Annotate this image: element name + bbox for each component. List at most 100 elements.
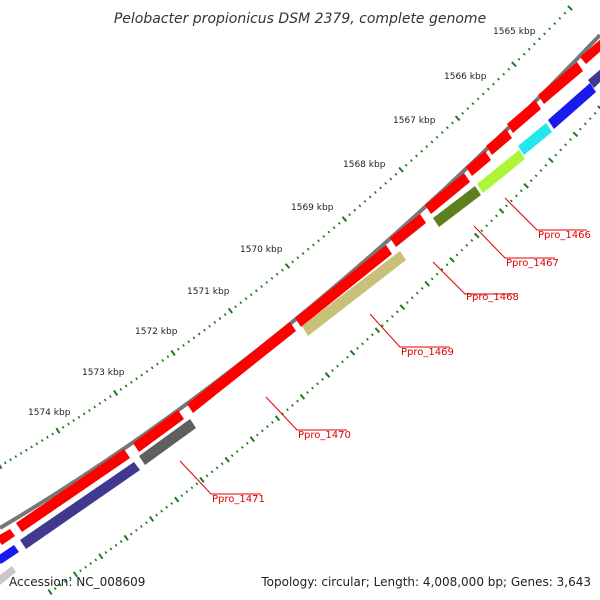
outer-ruler-tick (218, 317, 222, 320)
inner-ruler-tick (79, 569, 82, 573)
inner-ruler-tick (529, 179, 533, 183)
outer-ruler-tick (77, 415, 81, 419)
inner-ruler-tick (72, 571, 79, 578)
inner-ruler-tick (539, 169, 543, 172)
leader-ppro-1471 (179, 460, 261, 495)
gene-label-ppro-1467[interactable]: Ppro_1467 (506, 258, 559, 269)
outer-ruler-tick (284, 263, 291, 269)
inner-ruler-tick (109, 547, 113, 551)
outer-ruler-tick (0, 463, 3, 470)
inner-ruler-tick (249, 436, 255, 443)
cds-ppro-1468 (295, 245, 392, 327)
inner-ruler-tick (395, 310, 399, 314)
outer-ruler-tick (192, 336, 196, 340)
inner-ruler-tick (291, 403, 294, 407)
gene-label-ppro-1471[interactable]: Ppro_1471 (212, 494, 265, 505)
cog-block-blue (548, 83, 596, 129)
outer-ruler-tick (425, 145, 429, 149)
outer-ruler-tick (332, 226, 336, 230)
outer-ruler-tick (234, 305, 237, 309)
inner-ruler-tick (324, 372, 331, 378)
outer-ruler-tick (129, 380, 133, 384)
leader-ppro-1469 (369, 313, 450, 348)
leader-ppro-1466 (504, 197, 587, 231)
inner-ruler-tick (572, 131, 579, 138)
inner-ruler-tick (165, 505, 169, 509)
ruler-label-1573: 1573 kbp (82, 368, 125, 378)
cds-ppro-1471-fwd (0, 529, 15, 545)
outer-ruler-tick (451, 121, 454, 125)
outer-ruler-tick (72, 419, 75, 423)
inner-ruler-tick (286, 408, 289, 412)
inner-ruler-tick (170, 502, 174, 505)
outer-ruler-tick (301, 252, 305, 255)
cds-ppro-1464 (507, 100, 541, 133)
cds-ppro-1463 (538, 62, 583, 104)
inner-ruler-tick (449, 257, 455, 263)
inner-ruler-tick (420, 286, 424, 290)
outer-ruler-tick (548, 27, 552, 31)
inner-ruler-tick (215, 466, 219, 470)
outer-ruler-tick (389, 177, 393, 181)
cog-block-lime (477, 150, 525, 193)
inner-ruler-tick (299, 393, 306, 400)
gene-label-ppro-1468[interactable]: Ppro_1468 (466, 292, 519, 303)
outer-ruler-tick (435, 135, 439, 139)
inner-ruler-tick (544, 164, 548, 167)
inner-ruler-tick (94, 558, 98, 562)
ruler-labels: 1565 kbp 1566 kbp 1567 kbp 1568 kbp 1569… (28, 27, 536, 418)
ruler-label-1566: 1566 kbp (444, 72, 487, 82)
outer-ruler-tick (103, 398, 107, 402)
inner-ruler-tick (311, 386, 314, 390)
inner-ruler-tick (210, 470, 214, 474)
outer-ruler-tick (471, 102, 475, 106)
outer-ruler-tick (553, 22, 557, 25)
gene-label-ppro-1470[interactable]: Ppro_1470 (298, 430, 351, 441)
outer-ruler-tick (311, 243, 315, 247)
cds-ppro-1467 (425, 173, 470, 214)
cog-block-navy-right (588, 69, 600, 88)
outer-ruler-tick (46, 435, 49, 439)
outer-ruler-tick (145, 369, 149, 373)
outer-ruler-tick (368, 195, 372, 199)
gene-label-ppro-1466[interactable]: Ppro_1466 (538, 230, 591, 241)
outer-ruler-tick (492, 82, 495, 86)
inner-ruler-tick (98, 553, 104, 560)
outer-ruler-tick (497, 77, 500, 81)
outer-ruler-tick (511, 61, 517, 68)
inner-ruler-tick (366, 337, 369, 341)
outer-ruler-tick (119, 387, 123, 391)
outer-ruler-tick (249, 293, 253, 297)
outer-ruler-tick (327, 230, 331, 234)
outer-ruler-tick (82, 412, 86, 416)
outer-ruler-tick (275, 272, 279, 276)
inner-ruler-tick (63, 580, 67, 583)
inner-ruler-tick (435, 272, 439, 276)
outer-ruler-tick (35, 442, 39, 446)
inner-ruler-tick (274, 415, 281, 422)
gene-label-ppro-1469[interactable]: Ppro_1469 (401, 347, 454, 358)
inner-ruler-tick (240, 445, 244, 449)
inner-ruler-tick (514, 194, 518, 198)
outer-ruler-tick (363, 199, 367, 203)
outer-ruler-tick (466, 107, 470, 110)
outer-ruler-tick (486, 87, 490, 91)
inner-ruler-tick (331, 369, 334, 373)
outer-ruler-tick (140, 373, 144, 377)
inner-ruler-tick (485, 224, 489, 228)
inner-ruler-tick (415, 291, 419, 295)
outer-ruler-tick (461, 111, 465, 115)
cds-ppro-1462 (580, 39, 600, 64)
inner-ruler-tick (386, 319, 389, 323)
inner-ruler-tick (104, 551, 108, 555)
inner-ruler-tick (89, 562, 93, 565)
outer-ruler-tick (203, 328, 206, 332)
cog-block-cyan (518, 123, 552, 155)
outer-ruler-tick (161, 358, 165, 362)
cog-block-navy-left (0, 545, 19, 564)
cds-ppro-1466 (466, 151, 491, 176)
ruler-label-1572: 1572 kbp (135, 327, 178, 337)
inner-ruler-tick (361, 342, 364, 346)
outer-ruler-tick (507, 67, 511, 71)
inner-ruler-tick (119, 540, 123, 543)
